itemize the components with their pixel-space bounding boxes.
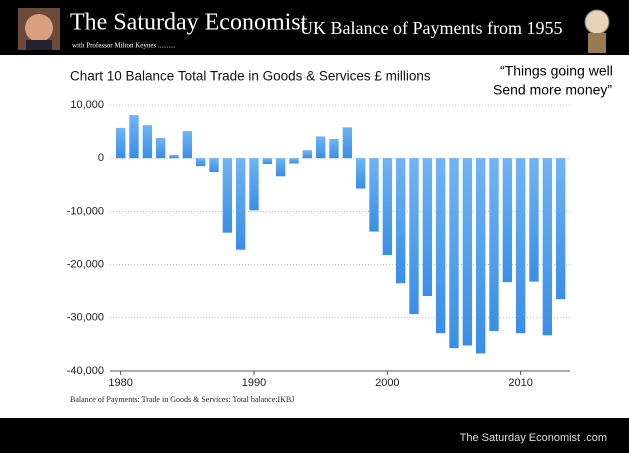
header-title: The Saturday Economist (70, 10, 308, 36)
bar (169, 155, 179, 159)
y-tick-label: -10,000 (67, 205, 104, 217)
bar (476, 158, 486, 354)
header-bar (0, 0, 629, 55)
footer-text: The Saturday Economist .com (460, 432, 607, 444)
x-tick-label: 1990 (242, 377, 266, 389)
source-note: Balance of Payments: Trade in Goods & Se… (70, 395, 294, 404)
bar (329, 139, 339, 159)
y-tick-label: -20,000 (67, 259, 104, 271)
bar (409, 158, 419, 315)
bar (542, 158, 552, 336)
y-tick-label: -30,000 (67, 312, 104, 324)
bar (289, 158, 299, 164)
bar (316, 136, 326, 159)
portrait (18, 8, 60, 50)
quote-line: “Things going well (500, 63, 613, 79)
footer-bar (0, 418, 629, 453)
y-tick-label: 0 (98, 152, 104, 164)
y-tick-label: 10,000 (70, 99, 104, 111)
bar (276, 158, 286, 177)
bar (422, 158, 432, 296)
bar (116, 127, 126, 159)
x-tick-label: 1980 (108, 377, 132, 389)
plot: -40,000 -30,000 -20,000 -10,000 0 10,000 1980 1… (67, 99, 570, 389)
bar (529, 158, 539, 282)
bar (262, 158, 272, 165)
bar (222, 158, 232, 233)
bar (142, 125, 152, 159)
y-tick-label: -40,000 (67, 365, 104, 377)
bar (436, 158, 446, 334)
bar (129, 115, 139, 159)
bar (502, 158, 512, 283)
bar (396, 158, 406, 284)
bar (556, 158, 566, 300)
bar (342, 127, 352, 159)
bar (209, 158, 219, 173)
chart-title: Chart 10 Balance Total Trade in Goods & … (70, 69, 431, 84)
x-tick-label: 2000 (375, 377, 399, 389)
bar (182, 131, 192, 159)
bar (516, 158, 526, 334)
quote-line: Send more money” (493, 82, 612, 98)
bar (489, 158, 499, 332)
bar (236, 158, 246, 250)
x-tick-label: 2010 (508, 377, 532, 389)
bar (449, 158, 459, 349)
bar (356, 158, 366, 189)
bar (156, 137, 166, 159)
bar (369, 158, 379, 232)
bar (382, 158, 392, 256)
bar (302, 150, 312, 159)
header-byline: with Professor Milton Keynes .......... (72, 42, 176, 50)
bar (462, 158, 472, 346)
cartoon (584, 9, 610, 53)
bar (249, 158, 259, 211)
bar (196, 158, 206, 167)
header-subtitle: UK Balance of Payments from 1955 (300, 18, 562, 38)
